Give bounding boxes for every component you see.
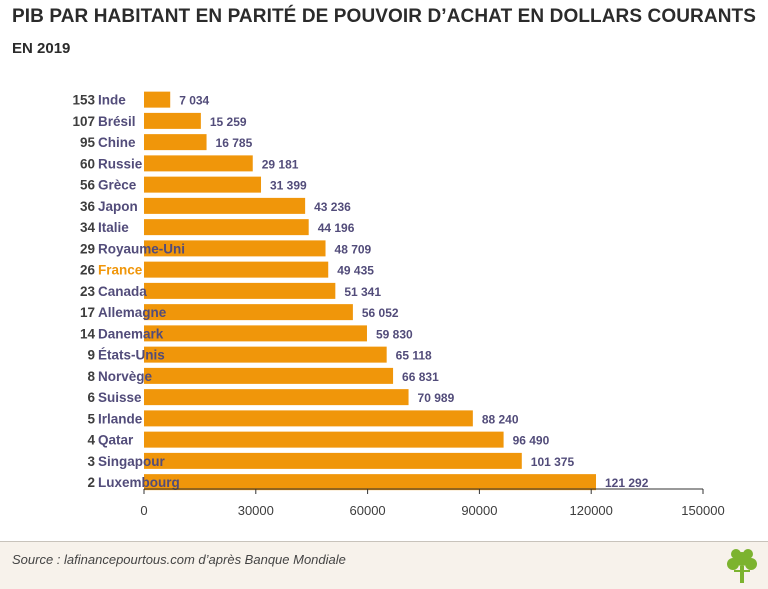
value-label: 31 399 bbox=[270, 179, 307, 193]
rank-label: 23 bbox=[80, 284, 96, 299]
bar-7 bbox=[144, 240, 326, 257]
bar-9 bbox=[144, 282, 336, 299]
bar-5 bbox=[144, 197, 306, 214]
country-label: Irlande bbox=[98, 411, 143, 426]
country-label: Brésil bbox=[98, 114, 136, 129]
bar-8 bbox=[144, 261, 329, 278]
chart-subtitle: EN 2019 bbox=[12, 40, 71, 57]
rank-label: 29 bbox=[80, 241, 95, 256]
value-label: 66 831 bbox=[402, 370, 439, 384]
bar-4 bbox=[144, 176, 262, 193]
value-label: 15 259 bbox=[210, 115, 247, 129]
rank-label: 8 bbox=[87, 369, 95, 384]
x-tick-label: 150000 bbox=[681, 503, 724, 518]
country-label: Danemark bbox=[98, 326, 164, 341]
bar-10 bbox=[144, 304, 353, 321]
rank-label: 5 bbox=[87, 411, 95, 426]
rank-label: 4 bbox=[87, 433, 95, 448]
rank-label: 34 bbox=[80, 220, 96, 235]
country-label: Russie bbox=[98, 156, 143, 171]
country-label: Chine bbox=[98, 135, 136, 150]
bar-18 bbox=[144, 474, 597, 491]
x-tick-label: 0 bbox=[140, 503, 147, 518]
value-label: 65 118 bbox=[396, 349, 432, 363]
country-label: Inde bbox=[98, 93, 126, 108]
country-label: Grèce bbox=[98, 178, 137, 193]
rank-label: 3 bbox=[87, 454, 95, 469]
bar-16 bbox=[144, 431, 504, 448]
rank-label: 14 bbox=[80, 326, 96, 341]
country-label: France bbox=[98, 263, 143, 278]
country-label: Italie bbox=[98, 220, 129, 235]
x-tick-label: 60000 bbox=[350, 503, 386, 518]
bar-17 bbox=[144, 452, 522, 469]
rank-label: 107 bbox=[72, 114, 95, 129]
value-label: 59 830 bbox=[376, 327, 413, 341]
bar-2 bbox=[144, 134, 207, 151]
rank-label: 2 bbox=[87, 475, 95, 490]
rank-label: 95 bbox=[80, 135, 96, 150]
x-tick-label: 120000 bbox=[570, 503, 613, 518]
chart-title: PIB PAR HABITANT EN PARITÉ DE POUVOIR D’… bbox=[12, 6, 756, 27]
rank-label: 9 bbox=[87, 348, 95, 363]
bar-3 bbox=[144, 155, 253, 172]
value-label: 16 785 bbox=[216, 136, 253, 150]
value-label: 49 435 bbox=[337, 264, 374, 278]
bar-12 bbox=[144, 346, 387, 363]
country-label: Japon bbox=[98, 199, 138, 214]
value-label: 88 240 bbox=[482, 412, 519, 426]
footer: Source : lafinancepourtous.com d’après B… bbox=[0, 541, 768, 589]
x-tick-label: 90000 bbox=[461, 503, 497, 518]
country-label: Norvège bbox=[98, 369, 153, 384]
source-note: Source : lafinancepourtous.com d’après B… bbox=[12, 552, 346, 567]
value-label: 44 196 bbox=[318, 221, 355, 235]
rank-label: 153 bbox=[72, 93, 95, 108]
bar-6 bbox=[144, 219, 309, 236]
country-label: Allemagne bbox=[98, 305, 167, 320]
rank-label: 6 bbox=[87, 390, 95, 405]
bar-15 bbox=[144, 410, 473, 427]
bar-13 bbox=[144, 367, 394, 384]
rank-label: 17 bbox=[80, 305, 95, 320]
rank-label: 60 bbox=[80, 156, 95, 171]
bar-11 bbox=[144, 325, 367, 342]
x-tick-label: 30000 bbox=[238, 503, 274, 518]
country-label: Suisse bbox=[98, 390, 142, 405]
value-label: 7 034 bbox=[179, 94, 209, 108]
value-label: 29 181 bbox=[262, 157, 299, 171]
value-label: 43 236 bbox=[314, 200, 351, 214]
value-label: 121 292 bbox=[605, 476, 649, 490]
value-label: 51 341 bbox=[344, 285, 381, 299]
rank-label: 26 bbox=[80, 263, 96, 278]
country-label: Luxembourg bbox=[98, 475, 180, 490]
value-label: 70 989 bbox=[418, 391, 455, 405]
bar-1 bbox=[144, 112, 201, 129]
tree-logo-icon bbox=[727, 549, 757, 583]
value-label: 48 709 bbox=[335, 242, 372, 256]
rank-label: 36 bbox=[80, 199, 96, 214]
country-label: Royaume-Uni bbox=[98, 241, 185, 256]
value-label: 101 375 bbox=[531, 455, 575, 469]
country-label: Qatar bbox=[98, 433, 134, 448]
value-label: 96 490 bbox=[513, 434, 550, 448]
country-label: Singapour bbox=[98, 454, 165, 469]
bar-0 bbox=[144, 91, 171, 108]
rank-label: 56 bbox=[80, 178, 96, 193]
bar-14 bbox=[144, 389, 409, 406]
value-label: 56 052 bbox=[362, 306, 399, 320]
country-label: Canada bbox=[98, 284, 147, 299]
country-label: États-Unis bbox=[98, 348, 165, 363]
